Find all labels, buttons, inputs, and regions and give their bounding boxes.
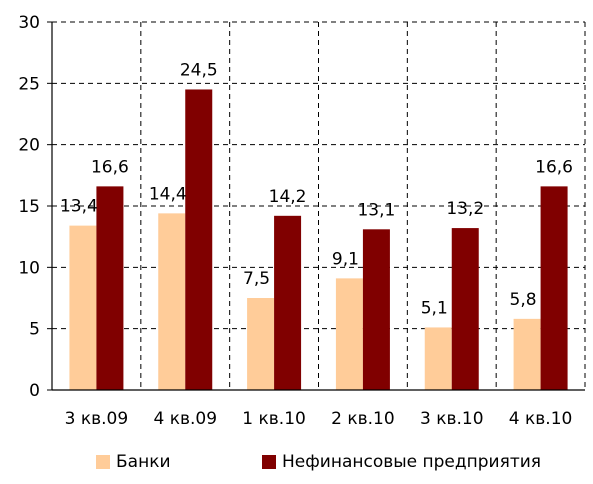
legend-label-banks: Банки (116, 452, 171, 472)
axes: 0 5 10 15 20 25 30 (18, 13, 585, 401)
data-label-banks: 5,8 (510, 290, 537, 310)
legend-swatch-nonfinancial (262, 455, 276, 469)
bars (69, 89, 568, 390)
bar-banks (513, 318, 541, 390)
bar-nonfinancial (362, 229, 390, 390)
bar-banks (69, 225, 97, 390)
data-label-nonfinancial: 13,1 (357, 200, 395, 220)
y-tick-label: 30 (18, 13, 40, 33)
bar-banks (335, 278, 363, 390)
bar-banks (247, 298, 275, 390)
legend-label-nonfinancial: Нефинансовые предприятия (282, 452, 542, 472)
grid (52, 21, 586, 390)
y-tick-label: 15 (18, 197, 40, 217)
data-label-nonfinancial: 16,6 (91, 157, 129, 177)
x-tick-label: 4 кв.09 (153, 409, 217, 429)
bar-nonfinancial (540, 186, 568, 390)
bar-nonfinancial (451, 228, 479, 390)
data-label-nonfinancial: 13,2 (446, 199, 484, 219)
data-label-banks: 7,5 (243, 269, 270, 289)
bar-banks (158, 213, 186, 390)
data-label-banks: 14,4 (149, 184, 187, 204)
y-tick-label: 5 (29, 320, 40, 340)
legend: Банки Нефинансовые предприятия (0, 452, 593, 478)
x-tick-label: 4 кв.10 (509, 409, 573, 429)
legend-item-banks: Банки (96, 452, 171, 472)
x-tick-label: 3 кв.09 (65, 409, 129, 429)
data-label-banks: 5,1 (421, 298, 448, 318)
y-tick-label: 25 (18, 74, 40, 94)
data-label-nonfinancial: 24,5 (180, 60, 218, 80)
data-label-nonfinancial: 14,2 (269, 187, 307, 207)
bar-nonfinancial (185, 89, 213, 390)
y-tick-label: 20 (18, 136, 40, 156)
legend-swatch-banks (96, 455, 110, 469)
bar-banks (424, 327, 452, 390)
bar-nonfinancial (274, 215, 302, 390)
legend-item-nonfinancial: Нефинансовые предприятия (262, 452, 541, 472)
data-label-banks: 13,4 (60, 197, 98, 217)
x-tick-label: 2 кв.10 (331, 409, 395, 429)
data-label-nonfinancial: 16,6 (535, 157, 573, 177)
x-tick-label: 1 кв.10 (242, 409, 306, 429)
y-tick-label: 0 (29, 381, 40, 401)
bar-nonfinancial (96, 186, 124, 390)
y-tick-label: 10 (18, 258, 40, 278)
data-label-banks: 9,1 (332, 249, 359, 269)
x-tick-label: 3 кв.10 (420, 409, 484, 429)
labels: 13,4 16,6 3 кв.09 14,4 24,5 4 кв.09 7,5 14,2 1 к… (60, 60, 573, 429)
